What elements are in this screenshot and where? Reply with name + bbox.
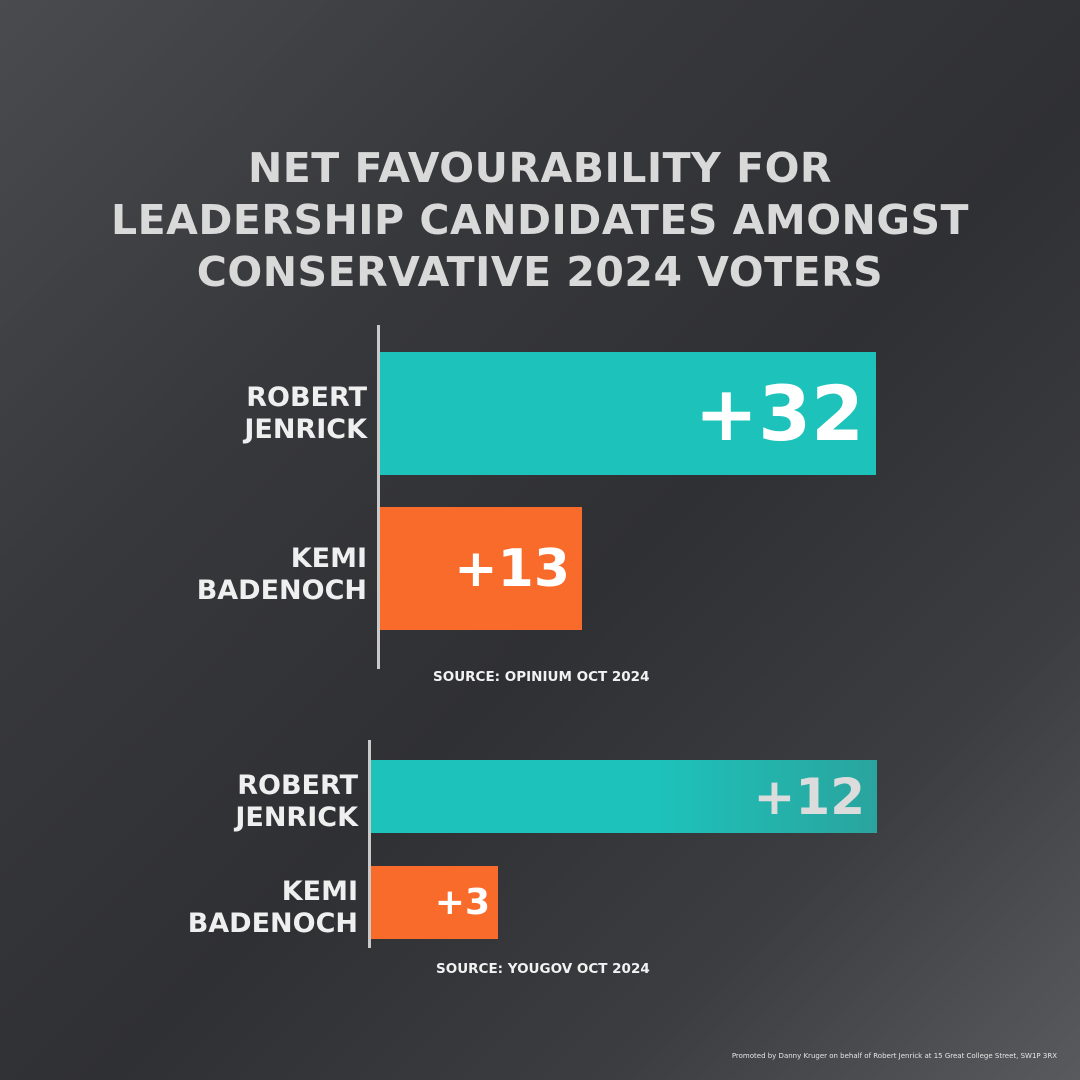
promoted-by-footer: Promoted by Danny Kruger on behalf of Ro… [731,1052,1057,1060]
yougov-value-label-jenrick: +12 [753,768,865,826]
yougov-candidate-name-badenoch: KEMI BADENOCH [187,876,358,939]
opinium-bar-jenrick [380,352,876,475]
opinium-value-label-jenrick: +32 [694,369,864,458]
opinium-source: SOURCE: OPINIUM OCT 2024 [433,669,650,685]
yougov-source: SOURCE: YOUGOV OCT 2024 [436,961,650,977]
opinium-axis [377,325,380,669]
yougov-axis [368,740,371,948]
yougov-bar-badenoch [371,866,498,939]
opinium-value-label-badenoch: +13 [454,539,570,599]
chart-title-line: LEADERSHIP CANDIDATES AMONGST [110,196,970,244]
yougov-bar-jenrick [371,760,877,833]
yougov-value-label-badenoch: +3 [434,882,490,923]
chart-title: NET FAVOURABILITY FOR LEADERSHIP CANDIDA… [0,142,1080,298]
chart-title-line: CONSERVATIVE 2024 VOTERS [196,248,884,296]
yougov-candidate-name-jenrick: ROBERT JENRICK [235,770,358,833]
opinium-candidate-name-jenrick: ROBERT JENRICK [244,382,367,445]
opinium-bar-badenoch [380,507,582,630]
opinium-candidate-name-badenoch: KEMI BADENOCH [196,543,367,606]
chart-title-line: NET FAVOURABILITY FOR [247,144,833,192]
